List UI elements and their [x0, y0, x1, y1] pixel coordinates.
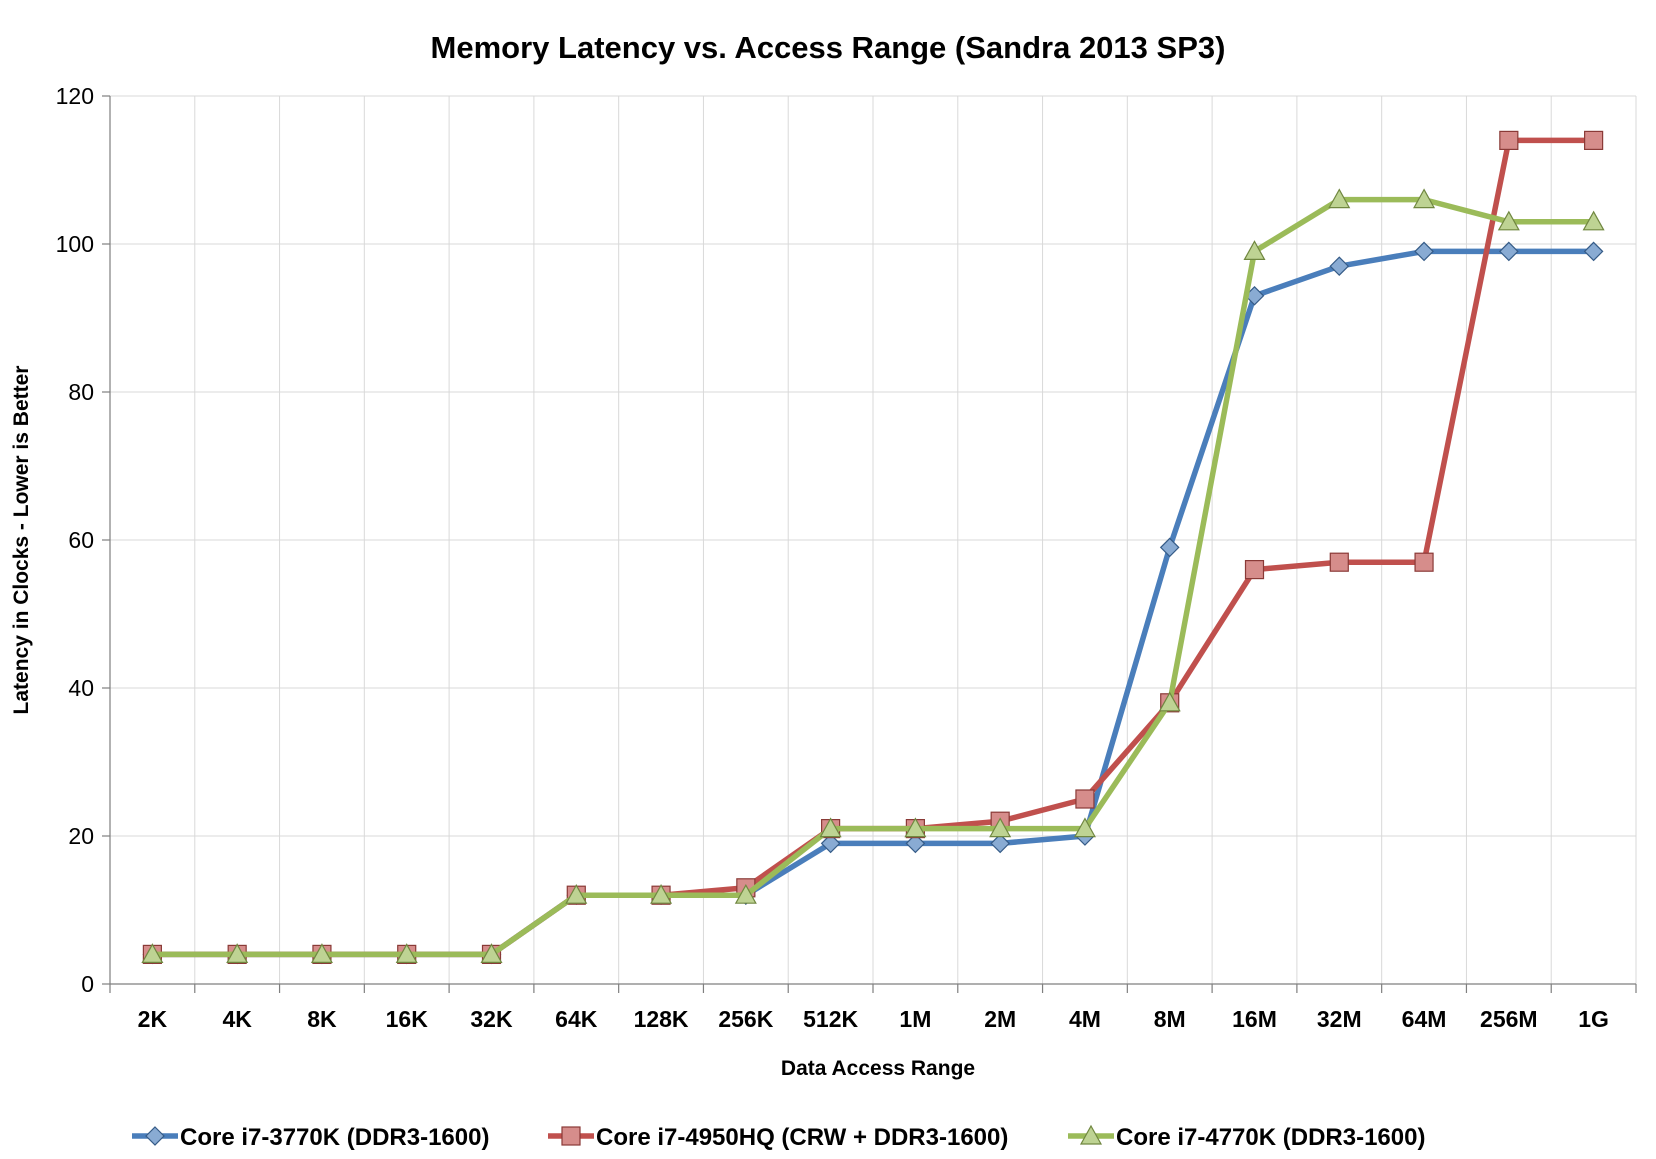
- legend-label: Core i7-4770K (DDR3-1600): [1116, 1124, 1425, 1151]
- x-tick-label: 32K: [470, 1006, 513, 1032]
- x-tick-label: 32M: [1317, 1006, 1362, 1032]
- data-point: [650, 883, 673, 904]
- chart-title: Memory Latency vs. Access Range (Sandra …: [431, 30, 1226, 65]
- x-tick-label: 16M: [1232, 1006, 1277, 1032]
- data-point: [1497, 210, 1520, 231]
- data-point: [1413, 188, 1436, 209]
- data-point: [1584, 130, 1604, 150]
- x-tick-labels: 2K 4K 8K 16K 32K 64K 128K 256K 512K 1M 2M 4M 8M 16M 32…: [138, 1006, 1609, 1032]
- x-tick-label: 256K: [718, 1006, 773, 1032]
- x-tick-label: 4M: [1069, 1006, 1101, 1032]
- legend-item: Core i7-4950HQ (CRW + DDR3-1600): [548, 1124, 1008, 1151]
- data-point: [1499, 130, 1519, 150]
- y-tick-labels: 0 20 40 60 80 100 120: [56, 83, 94, 997]
- data-point: [1498, 241, 1519, 262]
- data-point: [1159, 537, 1180, 558]
- x-tick-label: 2M: [984, 1006, 1016, 1032]
- grid: [110, 95, 1637, 984]
- y-tick-label: 80: [68, 379, 94, 405]
- data-point: [480, 943, 503, 964]
- data-point: [141, 943, 164, 964]
- data-point: [1244, 559, 1265, 580]
- x-tick-label: 128K: [634, 1006, 689, 1032]
- x-tick-label: 64K: [555, 1006, 598, 1032]
- data-point: [1414, 552, 1434, 572]
- y-tick-label: 60: [68, 527, 94, 553]
- legend-label: Core i7-4950HQ (CRW + DDR3-1600): [596, 1124, 1008, 1151]
- x-tick-label: 1G: [1578, 1006, 1609, 1032]
- data-point: [1414, 241, 1434, 262]
- data-point: [990, 833, 1011, 854]
- data-point: [989, 817, 1012, 838]
- y-tick-label: 20: [68, 823, 94, 849]
- y-tick-label: 0: [81, 971, 94, 997]
- series: [141, 130, 1605, 965]
- x-tick-label: 2K: [138, 1006, 168, 1032]
- legend-marker: [1079, 1124, 1103, 1145]
- y-tick-label: 120: [56, 83, 94, 109]
- data-point: [1582, 210, 1605, 231]
- axes: [102, 95, 1637, 993]
- x-tick-label: 8K: [307, 1006, 337, 1032]
- data-point: [1329, 256, 1350, 277]
- data-point: [820, 833, 841, 854]
- data-point: [1329, 552, 1349, 572]
- x-axis-label: Data Access Range: [781, 1057, 975, 1080]
- x-tick-label: 8M: [1154, 1006, 1186, 1032]
- legend-item: Core i7-4770K (DDR3-1600): [1068, 1124, 1425, 1151]
- x-tick-label: 4K: [222, 1006, 252, 1032]
- series-line: [149, 196, 1597, 958]
- data-point: [1583, 241, 1604, 262]
- data-point: [1243, 240, 1266, 260]
- data-point: [1075, 789, 1095, 809]
- data-point: [565, 883, 588, 904]
- y-tick-label: 40: [68, 675, 94, 701]
- data-point: [226, 943, 249, 964]
- legend-item: Core i7-3770K (DDR3-1600): [132, 1124, 489, 1151]
- legend-label: Core i7-3770K (DDR3-1600): [180, 1124, 489, 1151]
- y-tick-label: 100: [56, 231, 94, 257]
- x-tick-label: 64M: [1402, 1006, 1447, 1032]
- x-tick-label: 16K: [386, 1006, 429, 1032]
- x-tick-label: 256M: [1480, 1006, 1538, 1032]
- data-point: [1328, 188, 1351, 209]
- data-point: [904, 817, 927, 838]
- data-point: [310, 943, 333, 964]
- x-tick-label: 512K: [803, 1006, 858, 1032]
- data-point: [395, 943, 418, 964]
- legend: Core i7-3770K (DDR3-1600) Core i7-4950HQ …: [132, 1124, 1425, 1151]
- x-tick-label: 1M: [899, 1006, 931, 1032]
- data-point: [1158, 691, 1181, 712]
- data-point: [734, 883, 757, 904]
- data-point: [819, 817, 842, 838]
- y-axis-label: Latency in Clocks - Lower is Better: [10, 366, 33, 715]
- legend-marker: [561, 1126, 581, 1146]
- legend-marker: [145, 1126, 165, 1146]
- data-point: [905, 833, 926, 854]
- series-3: [141, 188, 1605, 964]
- data-point: [1073, 817, 1096, 838]
